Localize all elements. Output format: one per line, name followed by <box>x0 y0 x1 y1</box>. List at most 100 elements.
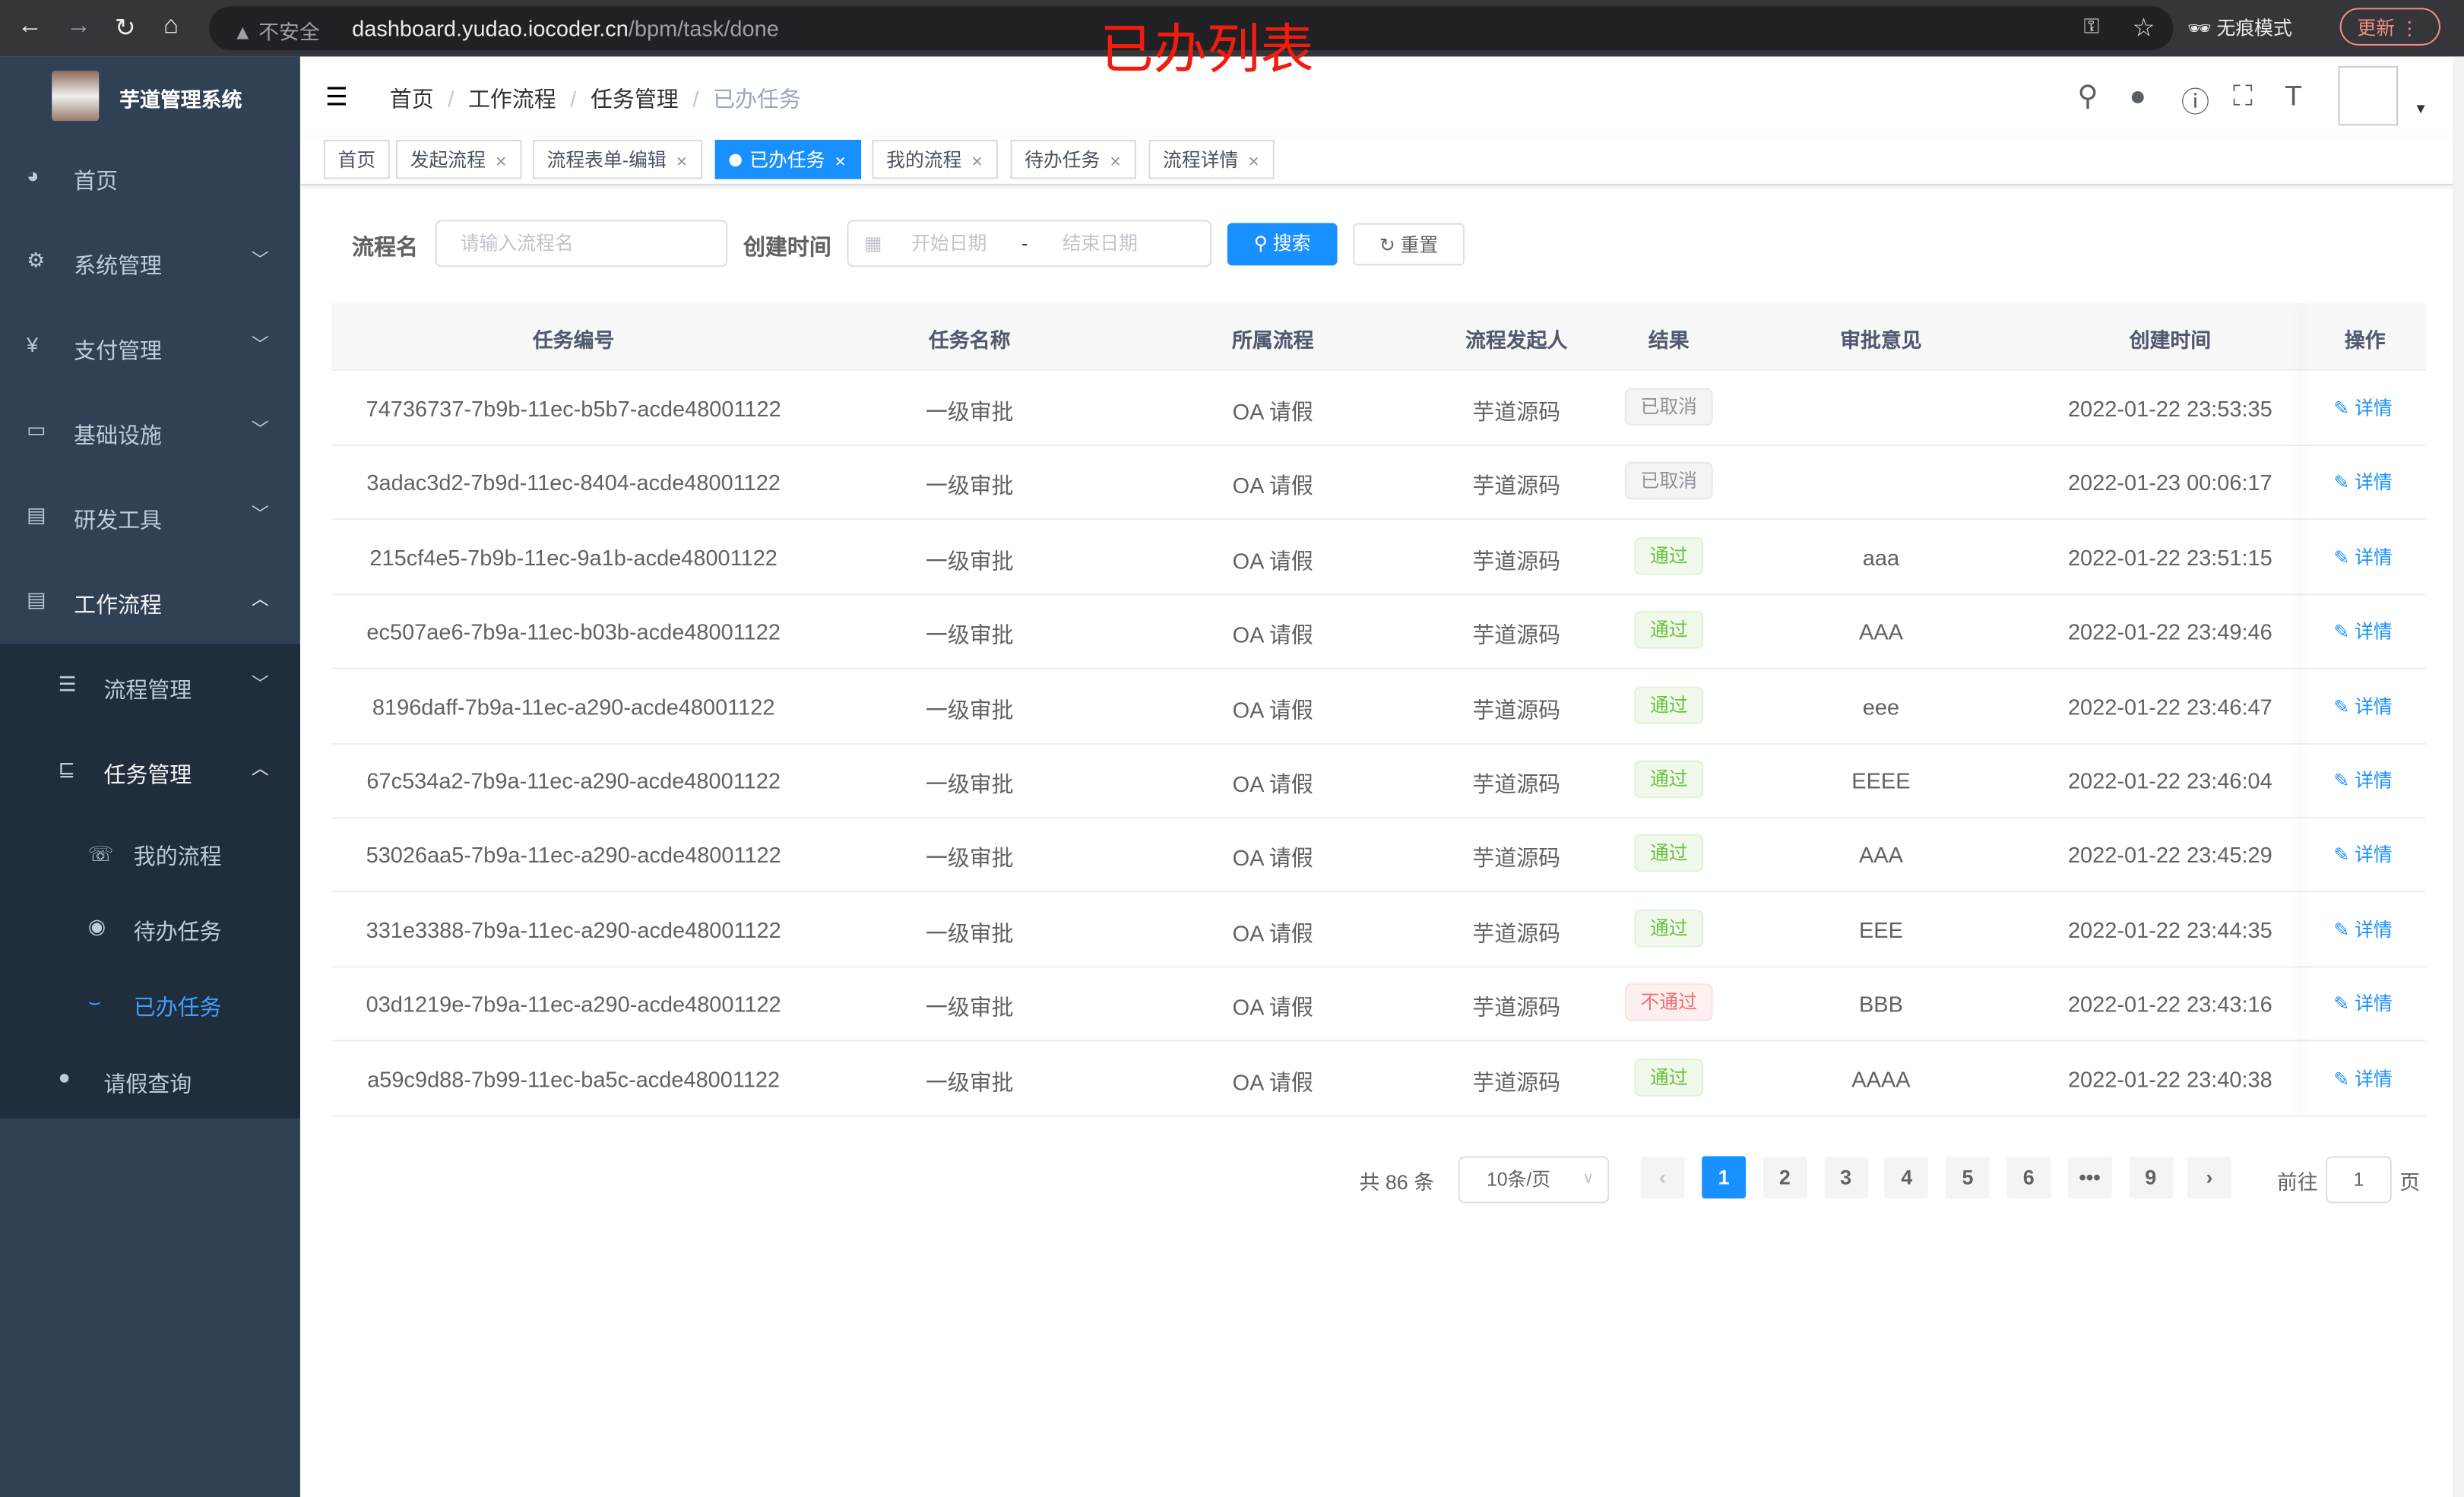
github-icon[interactable]: ● <box>2129 80 2147 112</box>
page-button[interactable]: 5 <box>1946 1156 1990 1199</box>
detail-button[interactable]: ✎ 详情 <box>2333 916 2392 942</box>
address-bar[interactable] <box>208 6 2174 51</box>
sidebar-item-process-manage[interactable]: ☰ 流程管理 ﹀ <box>0 644 300 730</box>
caret-down-icon[interactable]: ▼ <box>2413 100 2428 116</box>
sidebar-item-label: 研发工具 <box>74 507 162 533</box>
cell-time: 2022-01-22 23:45:29 <box>2067 842 2272 868</box>
search-icon[interactable]: ⚲ <box>2077 80 2098 112</box>
tag-done-tasks[interactable]: 已办任务 ✕ <box>714 139 861 179</box>
page-size-select[interactable]: 10条/页 ∨ <box>1458 1156 1610 1204</box>
cell-id: 3adac3d2-7b9d-11ec-8404-acde48001122 <box>366 470 781 495</box>
cell-process: OA 请假 <box>1232 399 1313 425</box>
tag-label: 流程详情 <box>1163 149 1239 172</box>
detail-button[interactable]: ✎ 详情 <box>2333 394 2392 421</box>
sidebar-item-system[interactable]: ⚙ 系统管理 ﹀ <box>0 220 300 305</box>
forward-icon[interactable]: → <box>65 12 91 40</box>
page-button[interactable]: 1 <box>1702 1156 1747 1199</box>
font-size-icon[interactable]: T <box>2285 80 2303 112</box>
tag-my-process[interactable]: 我的流程 ✕ <box>872 139 998 179</box>
edit-icon: ✎ <box>2333 620 2350 643</box>
tag-todo[interactable]: 待办任务 ✕ <box>1010 139 1135 179</box>
detail-button[interactable]: ✎ 详情 <box>2333 618 2392 644</box>
reload-icon[interactable]: ↻ <box>114 15 136 43</box>
range-separator: - <box>1021 232 1028 255</box>
sidebar-item-todo[interactable]: ◉ 待办任务 <box>0 889 300 965</box>
tag-form-edit[interactable]: 流程表单-编辑 ✕ <box>532 139 702 179</box>
insecure-indicator[interactable]: ▲ 不安全 <box>233 20 320 44</box>
cell-comment: EEEE <box>1851 767 1911 793</box>
close-icon[interactable]: ✕ <box>1109 153 1122 170</box>
detail-button[interactable]: ✎ 详情 <box>2333 692 2392 719</box>
page-button[interactable]: 9 <box>2128 1156 2173 1199</box>
prev-page-button[interactable]: ‹ <box>1640 1156 1685 1199</box>
detail-button[interactable]: ✎ 详情 <box>2333 767 2392 793</box>
fullscreen-icon[interactable]: ⛶ <box>2233 80 2253 112</box>
insecure-label: 不安全 <box>258 20 320 44</box>
edit-icon: ✎ <box>2333 843 2350 866</box>
sidebar-item-home[interactable]: ◕ 首页 <box>0 135 300 220</box>
sidebar-item-leave[interactable]: ● 请假查询 <box>0 1040 300 1119</box>
start-date-input[interactable]: 开始日期 <box>911 232 987 255</box>
cell-comment: AAA <box>1858 619 1903 644</box>
sidebar-item-task-manage[interactable]: ⊑ 任务管理 ︿ <box>0 729 300 814</box>
detail-label: 详情 <box>2355 992 2393 1015</box>
close-icon[interactable]: ✕ <box>1247 153 1260 170</box>
back-icon[interactable]: ← <box>17 12 43 40</box>
tag-home[interactable]: 首页 <box>323 139 390 179</box>
sidebar-item-my-process[interactable]: ☏ 我的流程 <box>0 813 300 890</box>
reset-button[interactable]: ↻ 重置 <box>1353 223 1465 266</box>
sidebar-item-done[interactable]: ⌣ 已办任务 <box>0 964 300 1040</box>
tag-label: 发起流程 <box>410 149 486 172</box>
update-button[interactable]: 更新 ⋮ <box>2339 8 2440 46</box>
hamburger-icon[interactable]: ☰ <box>325 84 348 112</box>
process-name-input[interactable]: 请输入流程名 <box>435 220 728 267</box>
close-icon[interactable]: ✕ <box>834 153 847 170</box>
key-icon[interactable]: ⚿ <box>2083 14 2100 38</box>
close-icon[interactable]: ✕ <box>676 153 688 170</box>
detail-button[interactable]: ✎ 详情 <box>2333 543 2392 570</box>
date-range-picker[interactable]: ▦ 开始日期 - 结束日期 <box>847 220 1212 267</box>
table-row: 215cf4e5-7b9b-11ec-9a1b-acde48001122 一级审批… <box>331 520 2427 596</box>
cell-time: 2022-01-22 23:53:35 <box>2067 395 2272 422</box>
page-button[interactable]: ••• <box>2067 1156 2112 1199</box>
chevron-up-icon: ︿ <box>251 590 269 610</box>
sidebar-item-workflow[interactable]: ▤ 工作流程 ︿ <box>0 559 300 644</box>
detail-button[interactable]: ✎ 详情 <box>2333 841 2392 868</box>
tag-label: 待办任务 <box>1025 149 1101 172</box>
tag-process-detail[interactable]: 流程详情 ✕ <box>1148 139 1274 179</box>
page-button[interactable]: 4 <box>1884 1156 1929 1199</box>
search-button[interactable]: ⚲ 搜索 <box>1227 223 1338 266</box>
close-icon[interactable]: ✕ <box>495 153 507 170</box>
next-page-button[interactable]: › <box>2187 1156 2231 1199</box>
edit-icon: ✎ <box>2333 695 2350 717</box>
page-button[interactable]: 3 <box>1823 1156 1868 1199</box>
avatar[interactable] <box>2338 65 2399 126</box>
reset-label: 重置 <box>1400 234 1439 256</box>
end-date-input[interactable]: 结束日期 <box>1062 232 1138 255</box>
sidebar-item-pay[interactable]: ¥ 支付管理 ﹀ <box>0 305 300 390</box>
process-name-label: 流程名 <box>352 234 418 260</box>
result-badge: 通过 <box>1634 760 1704 799</box>
page-button[interactable]: 2 <box>1762 1156 1807 1199</box>
sidebar-item-devtools[interactable]: ▤ 研发工具 ﹀ <box>0 474 300 559</box>
scrollbar[interactable] <box>2453 56 2464 1497</box>
sidebar-item-infra[interactable]: ▭ 基础设施 ﹀ <box>0 390 300 475</box>
star-icon[interactable]: ☆ <box>2132 15 2155 43</box>
detail-button[interactable]: ✎ 详情 <box>2333 469 2392 495</box>
breadcrumb-item: 任务管理 <box>590 86 679 112</box>
url-path: /bpm/task/done <box>628 15 779 41</box>
detail-button[interactable]: ✎ 详情 <box>2333 990 2392 1017</box>
goto-page-input[interactable]: 1 <box>2326 1156 2392 1204</box>
help-icon[interactable]: ⓘ <box>2181 86 2210 119</box>
incognito-indicator[interactable]: 🕶 无痕模式 <box>2187 17 2292 40</box>
column-header: 流程发起人 <box>1465 328 1568 353</box>
close-icon[interactable]: ✕ <box>971 153 983 170</box>
page-button[interactable]: 6 <box>2006 1156 2051 1199</box>
browser-toolbar: ← → ↻ ⌂ ▲ 不安全 dashboard.yudao.iocoder.cn… <box>0 0 2464 57</box>
url-text[interactable]: dashboard.yudao.iocoder.cn/bpm/task/done <box>352 16 779 41</box>
tag-start-process[interactable]: 发起流程 ✕ <box>396 139 521 179</box>
home-icon[interactable]: ⌂ <box>163 12 179 40</box>
breadcrumb-item[interactable]: 首页 <box>389 86 434 112</box>
cell-name: 一级审批 <box>925 548 1014 574</box>
detail-button[interactable]: ✎ 详情 <box>2333 1065 2392 1091</box>
